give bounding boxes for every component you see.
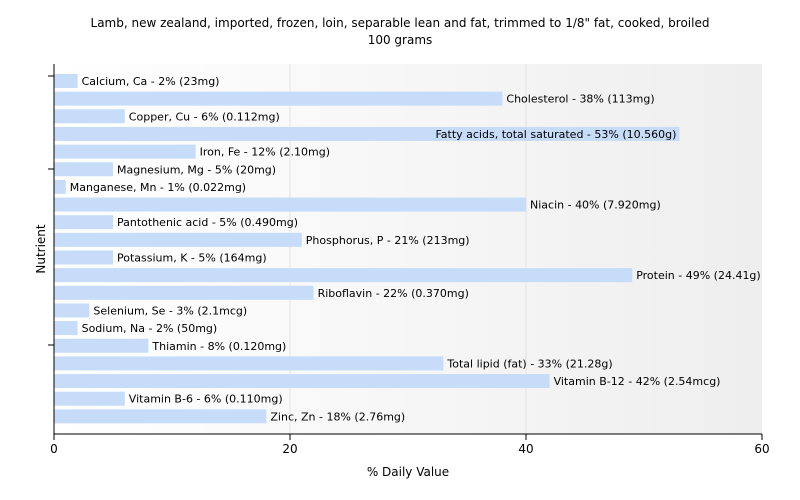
bar <box>54 215 113 230</box>
bar <box>54 268 633 283</box>
bar <box>54 409 267 424</box>
bar-label: Cholesterol - 38% (113mg) <box>506 93 654 106</box>
bar-label: Phosphorus, P - 21% (213mg) <box>306 234 470 247</box>
bar <box>54 91 503 106</box>
bar-labels-group: Calcium, Ca - 2% (23mg) Cholesterol - 38%… <box>70 75 761 423</box>
chart-title-line-1: Lamb, new zealand, imported, frozen, loi… <box>91 16 710 30</box>
x-ticks-group: 0 20 40 60 <box>50 434 770 456</box>
bars-group <box>54 74 680 424</box>
axes <box>48 64 762 435</box>
bar <box>54 285 314 300</box>
x-axis-label: % Daily Value <box>367 465 449 479</box>
bar-label: Total lipid (fat) - 33% (21.28g) <box>446 357 612 370</box>
bar-label: Manganese, Mn - 1% (0.022mg) <box>70 181 246 194</box>
bar-label: Niacin - 40% (7.920mg) <box>530 199 661 212</box>
bar-label: Magnesium, Mg - 5% (20mg) <box>117 163 276 176</box>
bar <box>54 374 550 389</box>
bar <box>54 250 113 265</box>
bar-label: Vitamin B-6 - 6% (0.110mg) <box>129 393 283 406</box>
bar-label: Vitamin B-12 - 42% (2.54mcg) <box>554 375 721 388</box>
bar <box>54 338 149 353</box>
bar-label: Riboflavin - 22% (0.370mg) <box>318 287 469 300</box>
bar <box>54 74 78 88</box>
bar-label: Potassium, K - 5% (164mg) <box>117 252 267 265</box>
y-axis-label: Nutrient <box>34 224 48 274</box>
bar-label: Pantothenic acid - 5% (0.490mg) <box>117 216 298 229</box>
bar <box>54 232 302 247</box>
gridlines <box>289 64 527 434</box>
bar-label: Fatty acids, total saturated - 53% (10.5… <box>435 128 676 141</box>
bar-label: Thiamin - 8% (0.120mg) <box>151 340 286 353</box>
bar-label: Iron, Fe - 12% (2.10mg) <box>200 146 330 159</box>
bar <box>54 144 196 159</box>
bar-label: Zinc, Zn - 18% (2.76mg) <box>270 410 405 423</box>
bar <box>54 126 680 141</box>
bar <box>54 303 90 318</box>
x-tick-label: 40 <box>518 442 533 456</box>
x-tick-label: 0 <box>50 442 58 456</box>
bar <box>54 391 125 406</box>
bar <box>54 162 113 177</box>
bar <box>54 356 444 371</box>
bar <box>54 179 66 194</box>
plot-area <box>54 64 762 434</box>
bar-label: Selenium, Se - 3% (2.1mcg) <box>93 304 247 317</box>
bar <box>54 197 526 212</box>
bar-label: Protein - 49% (24.41g) <box>636 269 761 282</box>
chart-title: Lamb, new zealand, imported, frozen, loi… <box>91 16 710 47</box>
bar-label: Sodium, Na - 2% (50mg) <box>82 322 218 335</box>
chart-title-line-2: 100 grams <box>368 33 433 47</box>
bar <box>54 321 78 336</box>
bar-label: Copper, Cu - 6% (0.112mg) <box>129 110 280 123</box>
bar-label: Calcium, Ca - 2% (23mg) <box>82 75 220 88</box>
x-tick-label: 20 <box>282 442 297 456</box>
x-tick-label: 60 <box>754 442 769 456</box>
bar <box>54 109 125 124</box>
